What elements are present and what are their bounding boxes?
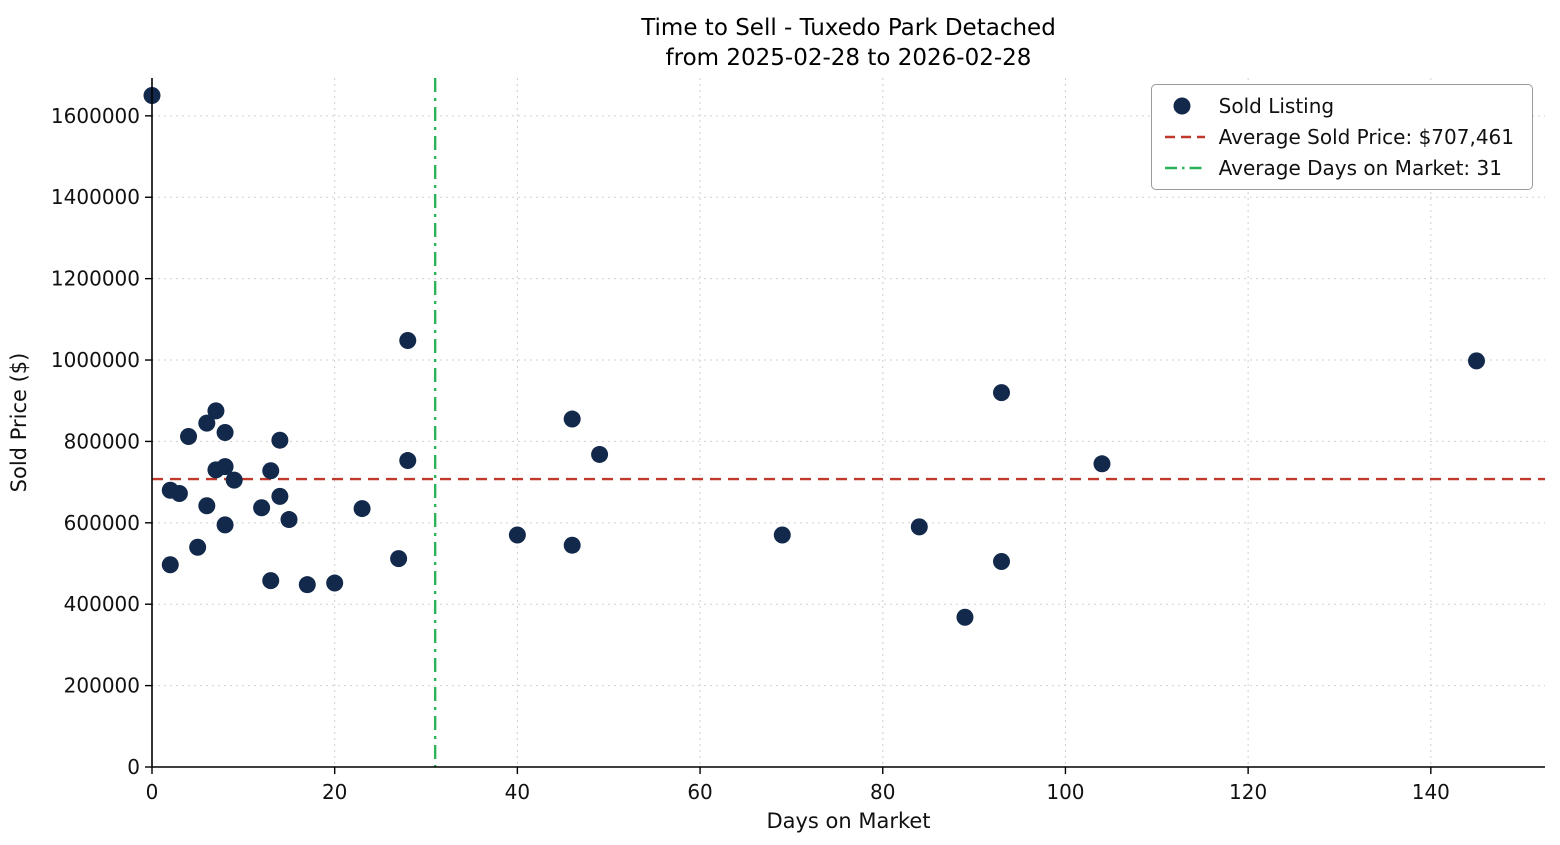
- legend-item-label: Average Days on Market: 31: [1218, 156, 1502, 180]
- scatter-point: [563, 536, 581, 554]
- scatter-point: [216, 423, 234, 441]
- legend-item: Average Sold Price: $707,461: [1164, 126, 1514, 148]
- scatter-point: [216, 516, 234, 534]
- scatter-point: [399, 452, 417, 470]
- chart-title-line2: from 2025-02-28 to 2026-02-28: [665, 45, 1032, 71]
- scatter-point: [993, 384, 1011, 402]
- legend-line-icon: [1164, 166, 1205, 170]
- x-tick-label: 20: [322, 780, 347, 804]
- legend-item: Average Days on Market: 31: [1164, 157, 1514, 179]
- scatter-point: [198, 497, 216, 515]
- scatter-point: [399, 331, 417, 349]
- y-tick-label: 1000000: [51, 348, 140, 372]
- x-tick-label: 40: [505, 780, 530, 804]
- scatter-point: [298, 576, 316, 594]
- x-axis-label: Days on Market: [766, 809, 930, 833]
- scatter-point: [1467, 352, 1485, 370]
- scatter-point: [353, 500, 371, 518]
- legend-item-label: Average Sold Price: $707,461: [1218, 125, 1514, 149]
- scatter-point: [326, 574, 344, 592]
- scatter-point: [508, 526, 526, 544]
- scatter-point: [591, 445, 609, 463]
- legend-marker-icon: [1173, 97, 1191, 115]
- scatter-point: [563, 410, 581, 428]
- x-tick-label: 0: [146, 780, 159, 804]
- scatter-point: [1093, 455, 1111, 473]
- y-tick-label: 1200000: [51, 267, 140, 291]
- scatter-point: [262, 462, 280, 480]
- x-tick-label: 80: [870, 780, 895, 804]
- legend-item: Sold Listing: [1164, 95, 1514, 117]
- scatter-point: [189, 538, 207, 556]
- x-tick-label: 60: [687, 780, 712, 804]
- x-tick-label: 140: [1412, 780, 1450, 804]
- scatter-point: [198, 414, 216, 432]
- scatter-point: [956, 608, 974, 626]
- y-tick-label: 0: [127, 755, 140, 779]
- scatter-point: [262, 572, 280, 590]
- chart-title: Time to Sell - Tuxedo Park Detached from…: [152, 13, 1545, 73]
- scatter-point: [910, 518, 928, 536]
- x-tick-label: 100: [1046, 780, 1084, 804]
- x-tick-label: 120: [1229, 780, 1267, 804]
- y-tick-label: 1400000: [51, 185, 140, 209]
- scatter-point: [180, 428, 198, 446]
- y-tick-label: 200000: [64, 674, 140, 698]
- y-tick-label: 800000: [64, 429, 140, 453]
- scatter-point: [225, 471, 243, 489]
- scatter-point: [253, 499, 271, 517]
- y-axis-label: Sold Price ($): [7, 353, 31, 493]
- y-tick-label: 600000: [64, 511, 140, 535]
- y-tick-label: 1600000: [51, 104, 140, 128]
- scatter-point: [390, 550, 408, 568]
- legend: Sold Listing Average Sold Price: $707,461…: [1150, 84, 1533, 190]
- y-tick-label: 400000: [64, 592, 140, 616]
- legend-item-label: Sold Listing: [1218, 94, 1335, 118]
- scatter-point: [993, 552, 1011, 570]
- chart-title-line1: Time to Sell - Tuxedo Park Detached: [641, 15, 1056, 41]
- scatter-point: [170, 485, 188, 503]
- scatter-point: [280, 511, 298, 529]
- scatter-point: [773, 526, 791, 544]
- scatter-point: [271, 431, 289, 449]
- scatter-point: [161, 556, 179, 574]
- legend-line-icon: [1164, 135, 1205, 139]
- scatter-point: [216, 458, 234, 476]
- scatter-point: [207, 402, 225, 420]
- scatter-point: [271, 487, 289, 505]
